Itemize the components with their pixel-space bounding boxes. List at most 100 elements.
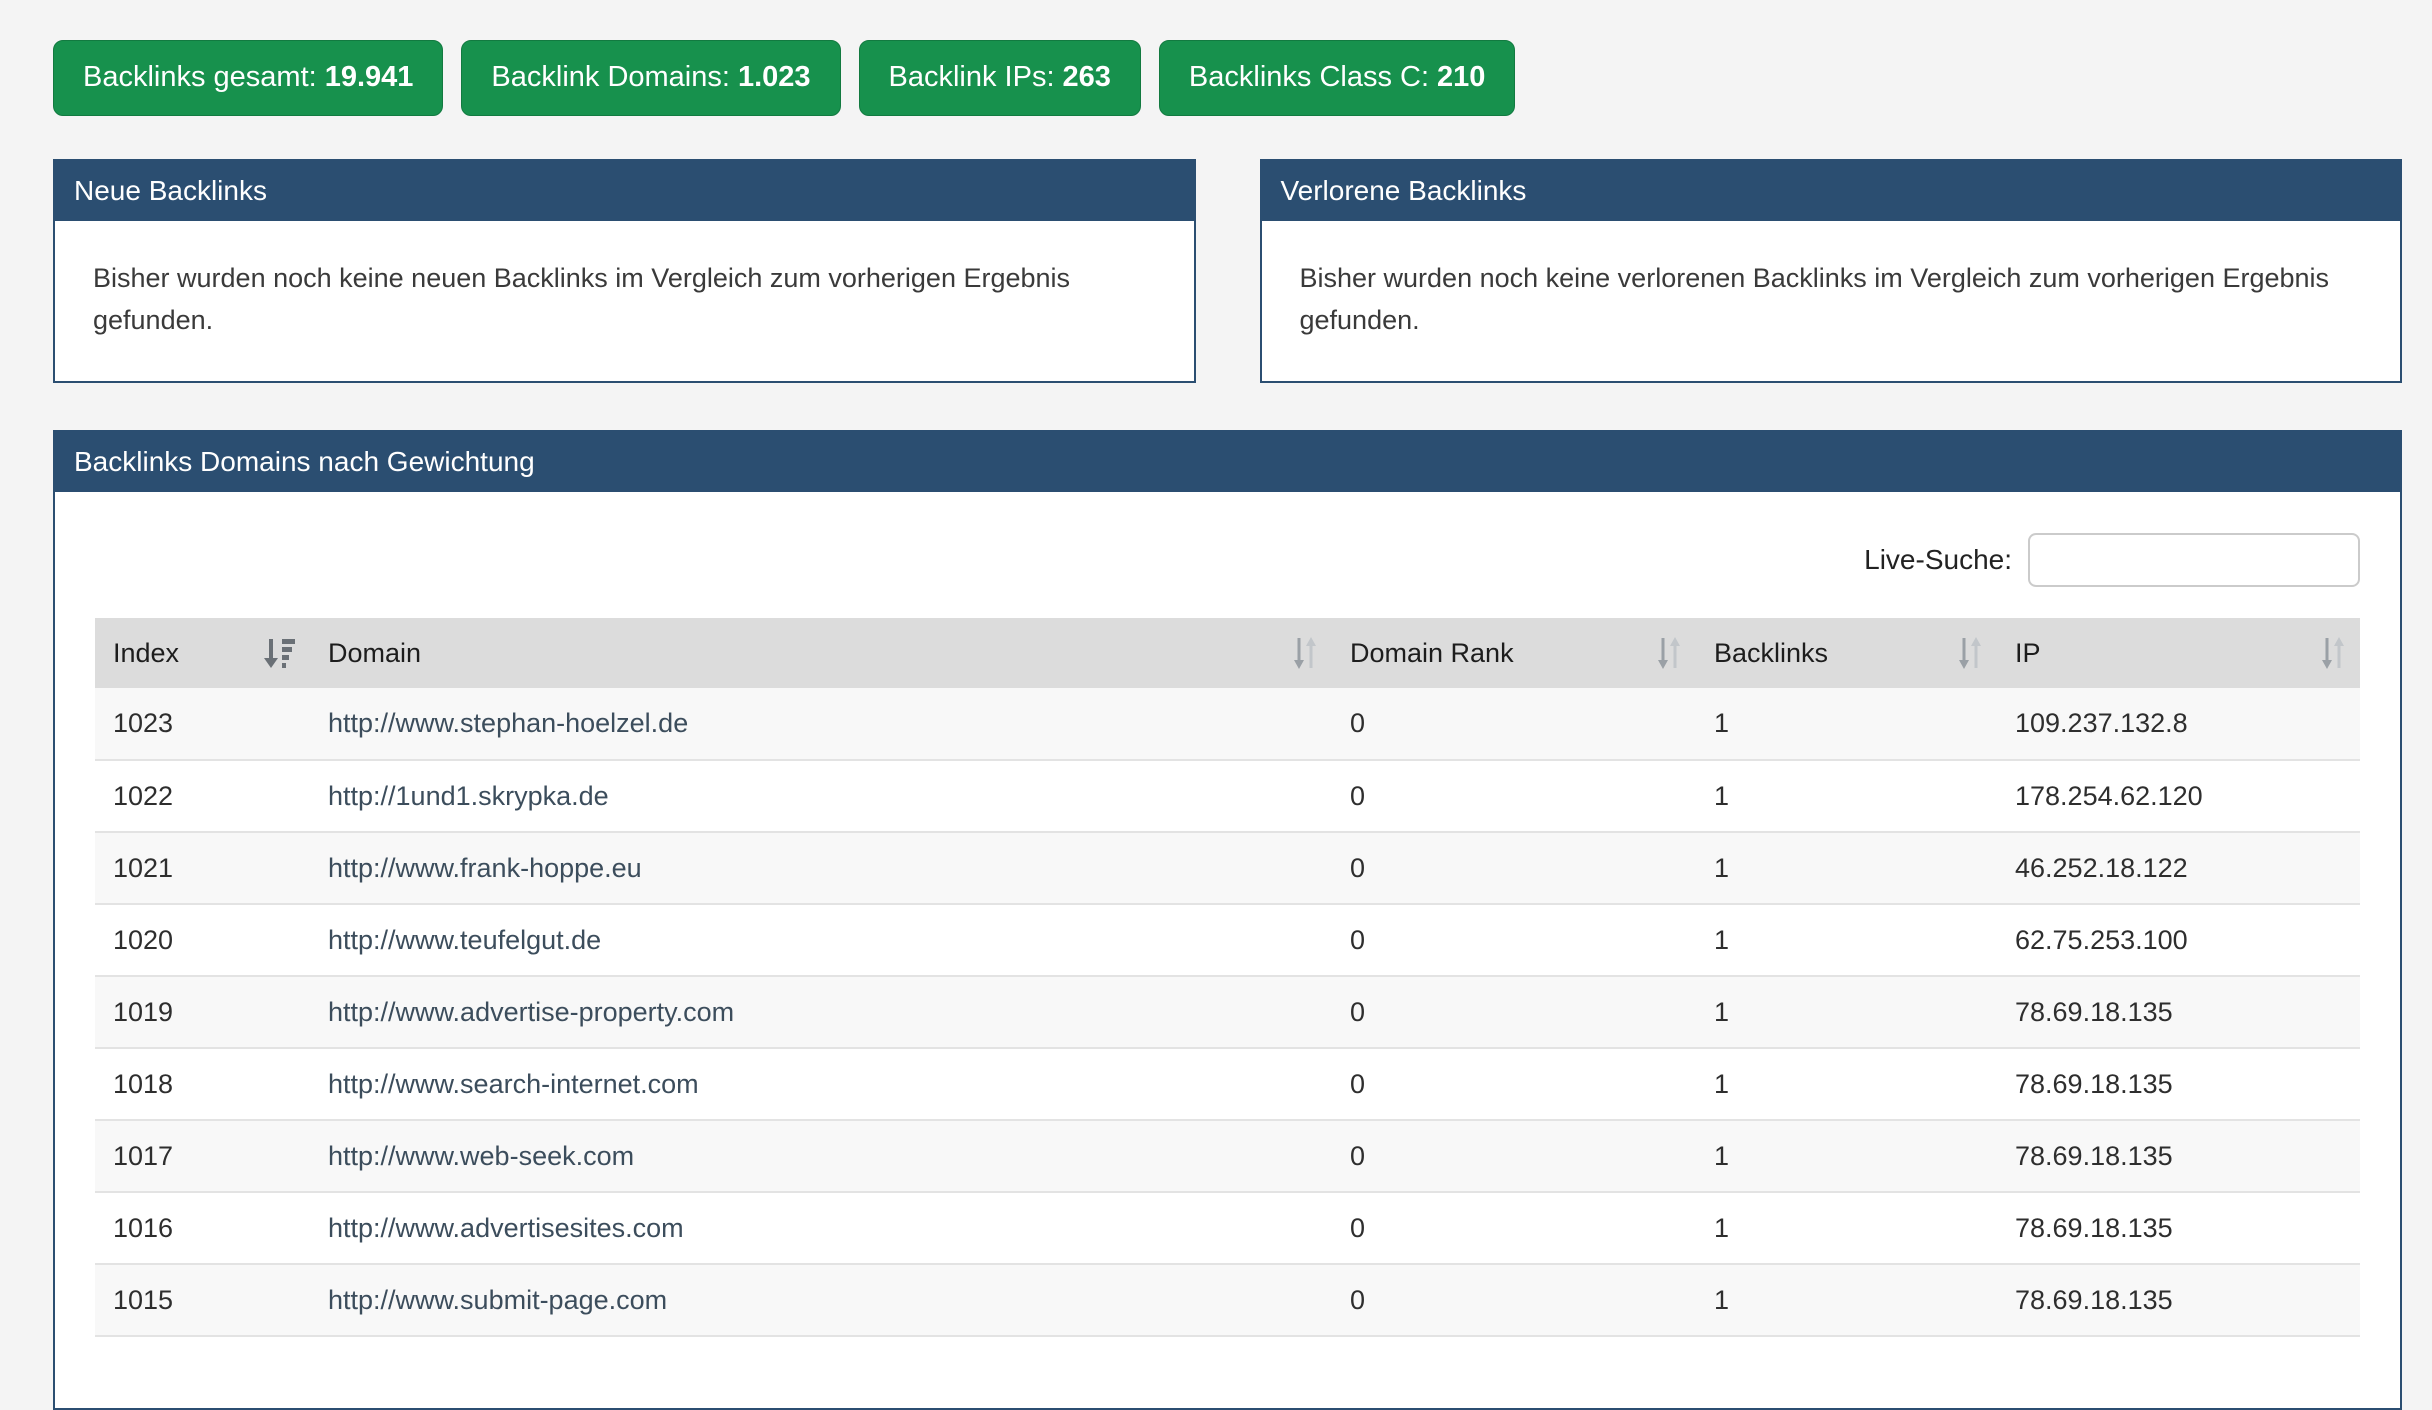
panel-title: Backlinks Domains nach Gewichtung [55, 432, 2400, 493]
cell-domain: http://1und1.skrypka.de [310, 759, 1332, 833]
cell-index: 1018 [95, 1047, 310, 1121]
stat-label: Backlinks Class C: [1188, 61, 1430, 93]
column-label: IP [2015, 637, 2041, 668]
sort-both-icon [2322, 637, 2344, 670]
sort-both-icon [1959, 637, 1981, 670]
stat-badge-backlink-ips[interactable]: Backlink IPs: 263 [858, 40, 1141, 116]
live-search-label: Live-Suche: [1864, 544, 2012, 576]
cell-domain: http://www.advertise-property.com [310, 975, 1332, 1049]
cell-domain-rank: 0 [1332, 975, 1696, 1049]
sort-desc-active-icon [264, 639, 295, 669]
panel-new-backlinks: Neue Backlinks Bisher wurden noch keine … [53, 158, 1196, 384]
sort-both-icon [1658, 637, 1680, 670]
cell-backlinks: 1 [1696, 903, 1997, 977]
cell-domain-rank: 0 [1332, 688, 1696, 761]
domain-link[interactable]: http://www.submit-page.com [328, 1284, 668, 1315]
cell-ip: 46.252.18.122 [1997, 831, 2360, 905]
domain-link[interactable]: http://www.search-internet.com [328, 1068, 699, 1099]
stat-label: Backlink IPs: [888, 61, 1055, 93]
cell-ip: 78.69.18.135 [1997, 1263, 2360, 1337]
domain-link[interactable]: http://www.stephan-hoelzel.de [328, 708, 689, 739]
table-row[interactable]: 1018 http://www.search-internet.com 0 1 … [95, 1047, 2360, 1121]
cell-domain: http://www.search-internet.com [310, 1047, 1332, 1121]
cell-domain-rank: 0 [1332, 1119, 1696, 1193]
table-panel-body: Live-Suche: Index [55, 492, 2400, 1409]
panel-title: Verlorene Backlinks [1261, 160, 2400, 222]
column-header-backlinks[interactable]: Backlinks [1696, 618, 1997, 689]
table-row[interactable]: 1021 http://www.frank-hoppe.eu 0 1 46.25… [95, 831, 2360, 905]
panel-title: Neue Backlinks [55, 160, 1194, 222]
domain-link[interactable]: http://www.teufelgut.de [328, 924, 602, 955]
cell-ip: 178.254.62.120 [1997, 759, 2360, 833]
cell-backlinks: 1 [1696, 688, 1997, 761]
cell-backlinks: 1 [1696, 1047, 1997, 1121]
column-header-index[interactable]: Index [95, 618, 310, 689]
stat-value: 263 [1062, 61, 1111, 93]
cell-backlinks: 1 [1696, 1263, 1997, 1337]
table-row[interactable]: 1016 http://www.advertisesites.com 0 1 7… [95, 1191, 2360, 1265]
panel-row: Neue Backlinks Bisher wurden noch keine … [53, 158, 2402, 384]
column-label: Domain [328, 637, 422, 668]
cell-index: 1023 [95, 688, 310, 761]
column-header-domain[interactable]: Domain [310, 618, 1332, 689]
table-header-row: Index [95, 618, 2360, 689]
panel-body-text: Bisher wurden noch keine verlorenen Back… [1299, 263, 2330, 336]
cell-index: 1021 [95, 831, 310, 905]
domain-link[interactable]: http://www.frank-hoppe.eu [328, 852, 642, 883]
cell-backlinks: 1 [1696, 1119, 1997, 1193]
cell-ip: 109.237.132.8 [1997, 688, 2360, 761]
cell-domain-rank: 0 [1332, 1047, 1696, 1121]
column-header-domain-rank[interactable]: Domain Rank [1332, 618, 1696, 689]
column-header-ip[interactable]: IP [1997, 618, 2360, 689]
cell-ip: 78.69.18.135 [1997, 1119, 2360, 1193]
stats-row: Backlinks gesamt: 19.941 Backlink Domains… [53, 40, 2402, 116]
cell-domain-rank: 0 [1332, 831, 1696, 905]
cell-ip: 78.69.18.135 [1997, 1191, 2360, 1265]
cell-domain: http://www.advertisesites.com [310, 1191, 1332, 1265]
table-row[interactable]: 1017 http://www.web-seek.com 0 1 78.69.1… [95, 1119, 2360, 1193]
cell-domain: http://www.submit-page.com [310, 1263, 1332, 1337]
cell-domain: http://www.stephan-hoelzel.de [310, 688, 1332, 761]
cell-ip: 78.69.18.135 [1997, 975, 2360, 1049]
column-label: Domain Rank [1350, 637, 1514, 668]
domain-link[interactable]: http://www.advertisesites.com [328, 1212, 684, 1243]
table-row[interactable]: 1015 http://www.submit-page.com 0 1 78.6… [95, 1263, 2360, 1337]
panel-lost-backlinks: Verlorene Backlinks Bisher wurden noch k… [1259, 158, 2402, 384]
stat-badge-backlinks-class-c[interactable]: Backlinks Class C: 210 [1158, 40, 1516, 116]
cell-index: 1015 [95, 1263, 310, 1337]
table-body: 1023 http://www.stephan-hoelzel.de 0 1 1… [95, 688, 2360, 1337]
column-label: Backlinks [1714, 637, 1829, 668]
live-search-input[interactable] [2028, 533, 2360, 588]
domain-link[interactable]: http://www.advertise-property.com [328, 996, 735, 1027]
table-row[interactable]: 1019 http://www.advertise-property.com 0… [95, 975, 2360, 1049]
cell-domain-rank: 0 [1332, 1263, 1696, 1337]
cell-domain: http://www.teufelgut.de [310, 903, 1332, 977]
cell-domain-rank: 0 [1332, 759, 1696, 833]
partial-row [95, 1335, 2360, 1409]
table-row[interactable]: 1022 http://1und1.skrypka.de 0 1 178.254… [95, 759, 2360, 833]
domain-link[interactable]: http://1und1.skrypka.de [328, 780, 609, 811]
cell-backlinks: 1 [1696, 975, 1997, 1049]
cell-backlinks: 1 [1696, 831, 1997, 905]
stat-value: 1.023 [737, 61, 811, 93]
sort-both-icon [1294, 637, 1316, 670]
cell-domain-rank: 0 [1332, 1191, 1696, 1265]
cell-domain: http://www.frank-hoppe.eu [310, 831, 1332, 905]
stat-badge-backlink-domains[interactable]: Backlink Domains: 1.023 [461, 40, 841, 116]
table-row[interactable]: 1020 http://www.teufelgut.de 0 1 62.75.2… [95, 903, 2360, 977]
cell-domain: http://www.web-seek.com [310, 1119, 1332, 1193]
panel-body-text: Bisher wurden noch keine neuen Backlinks… [93, 263, 1071, 336]
cell-index: 1019 [95, 975, 310, 1049]
cell-index: 1020 [95, 903, 310, 977]
live-search-row: Live-Suche: [95, 532, 2360, 588]
cell-index: 1017 [95, 1119, 310, 1193]
panel-backlink-domains: Backlinks Domains nach Gewichtung Live-S… [53, 430, 2402, 1410]
domain-link[interactable]: http://www.web-seek.com [328, 1140, 635, 1171]
backlink-domains-table: Index [95, 618, 2360, 1409]
table-row[interactable]: 1023 http://www.stephan-hoelzel.de 0 1 1… [95, 688, 2360, 761]
cell-domain-rank: 0 [1332, 903, 1696, 977]
stat-value: 19.941 [324, 61, 414, 93]
stat-badge-backlinks-total[interactable]: Backlinks gesamt: 19.941 [53, 40, 444, 116]
cell-backlinks: 1 [1696, 1191, 1997, 1265]
cell-backlinks: 1 [1696, 759, 1997, 833]
